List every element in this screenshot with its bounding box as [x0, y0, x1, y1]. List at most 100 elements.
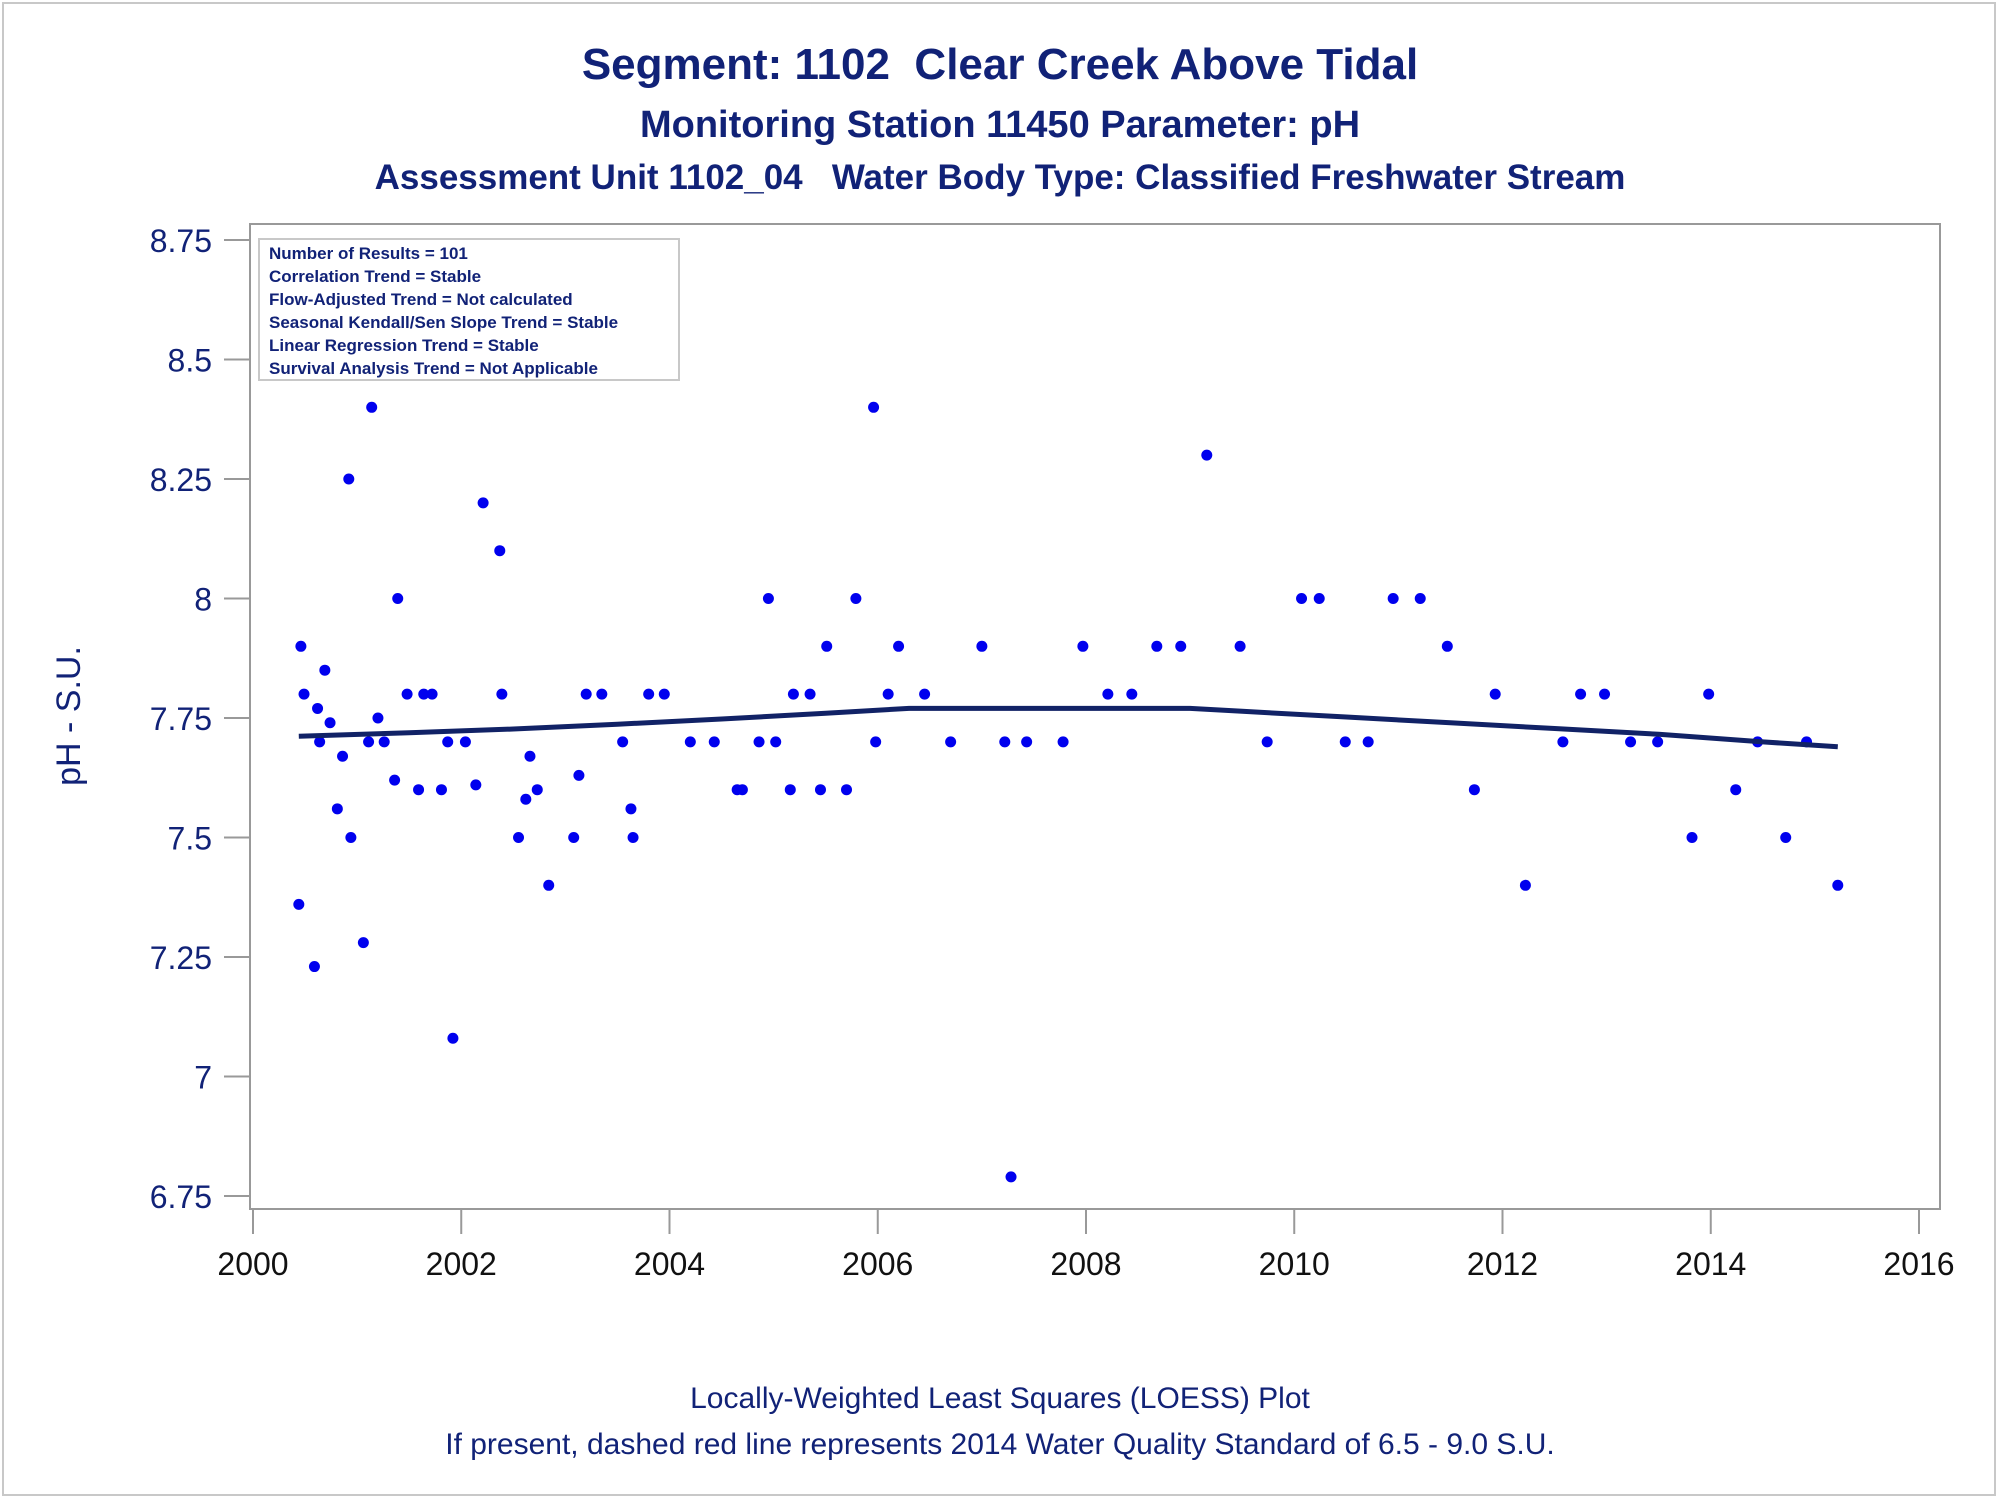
y-tick-label: 8.25 — [150, 462, 212, 498]
data-point — [1575, 688, 1587, 700]
data-point — [1387, 593, 1399, 604]
data-point — [573, 769, 585, 781]
data-point — [976, 640, 988, 652]
y-tick-label: 7 — [194, 1060, 212, 1096]
data-point — [770, 736, 782, 748]
trend-summary-line: Seasonal Kendall/Sen Slope Trend = Stabl… — [269, 313, 618, 332]
data-point — [496, 688, 508, 700]
data-point — [762, 593, 774, 604]
data-point — [1175, 640, 1187, 652]
data-point — [520, 793, 532, 805]
data-point — [470, 779, 482, 791]
data-point — [366, 401, 378, 413]
trend-summary-line: Linear Regression Trend = Stable — [269, 336, 539, 355]
x-tick-label: 2002 — [426, 1246, 497, 1282]
data-point — [477, 497, 489, 509]
data-point — [312, 702, 324, 714]
data-point — [531, 784, 543, 796]
data-point — [1057, 736, 1069, 748]
data-point — [1652, 736, 1664, 748]
data-point — [331, 803, 343, 815]
data-point — [378, 736, 390, 748]
x-tick-label: 2000 — [217, 1246, 288, 1282]
data-point — [435, 784, 447, 796]
data-point — [1832, 879, 1844, 891]
data-point — [389, 774, 401, 786]
x-axis: 2000 2002 2004 2006 2008 2010 2012 2014 2016 — [217, 1209, 1955, 1282]
y-axis: 6.75 7 7.25 7.5 7.75 8 8.25 8.5 8.75 — [150, 223, 250, 1215]
data-point — [298, 688, 310, 700]
data-point — [753, 736, 765, 748]
data-point — [784, 784, 796, 796]
data-point — [1468, 784, 1480, 796]
data-point — [319, 664, 331, 676]
data-point — [343, 473, 355, 485]
data-point — [295, 640, 307, 652]
data-point — [1599, 688, 1611, 700]
y-tick-label: 8.75 — [150, 223, 212, 259]
y-tick-label: 6.75 — [150, 1179, 212, 1215]
trend-summary-frame — [258, 238, 680, 381]
data-point — [543, 879, 555, 891]
data-points — [293, 258, 1844, 1183]
data-point — [804, 688, 816, 700]
data-point — [580, 688, 592, 700]
data-point — [447, 1032, 459, 1044]
data-point — [426, 688, 438, 700]
y-axis-label: pH - S.U. — [50, 646, 88, 786]
data-point — [413, 784, 425, 796]
data-point — [494, 545, 506, 557]
data-point — [1126, 688, 1138, 700]
data-point — [882, 688, 894, 700]
data-point — [1296, 593, 1308, 604]
data-point — [821, 640, 833, 652]
data-point — [1339, 736, 1351, 748]
data-point — [1077, 640, 1089, 652]
data-point — [814, 784, 826, 796]
x-tick-label: 2016 — [1883, 1246, 1954, 1282]
data-point — [1313, 593, 1325, 604]
data-point — [945, 736, 957, 748]
trend-summary-box: Number of Results = 101 Correlation Trend… — [258, 238, 680, 381]
data-point — [372, 712, 384, 724]
data-point — [1780, 832, 1792, 843]
data-point — [1519, 879, 1531, 891]
data-point — [1625, 736, 1637, 748]
x-tick-label: 2008 — [1050, 1246, 1121, 1282]
loess-curve — [298, 705, 1838, 750]
data-point — [596, 688, 608, 700]
data-point — [314, 736, 326, 748]
x-tick-label: 2014 — [1675, 1246, 1746, 1282]
data-point — [357, 937, 369, 949]
data-point — [870, 736, 882, 748]
plot-area-frame — [249, 223, 1941, 1210]
footnote-loess: Locally-Weighted Least Squares (LOESS) P… — [690, 1382, 1310, 1415]
data-point — [625, 803, 637, 815]
data-point — [442, 736, 454, 748]
data-point — [337, 750, 349, 762]
data-point — [308, 961, 320, 973]
y-tick-label: 8 — [194, 582, 212, 618]
y-tick-label: 7.25 — [150, 940, 212, 976]
data-point — [392, 593, 404, 604]
x-tick-label: 2006 — [842, 1246, 913, 1282]
data-point — [627, 832, 639, 843]
data-point — [293, 898, 305, 910]
data-point — [736, 784, 748, 796]
data-point — [1021, 736, 1033, 748]
data-point — [524, 750, 536, 762]
data-point — [868, 401, 880, 413]
data-point — [1362, 736, 1374, 748]
data-point — [893, 640, 905, 652]
x-tick-label: 2012 — [1467, 1246, 1538, 1282]
data-point — [658, 688, 670, 700]
data-point — [841, 784, 853, 796]
data-point — [684, 736, 696, 748]
data-point — [1414, 593, 1426, 604]
x-tick-label: 2010 — [1259, 1246, 1330, 1282]
data-point — [401, 688, 413, 700]
y-tick-label: 7.5 — [168, 821, 212, 857]
data-point — [513, 832, 525, 843]
data-point — [1005, 1171, 1017, 1183]
